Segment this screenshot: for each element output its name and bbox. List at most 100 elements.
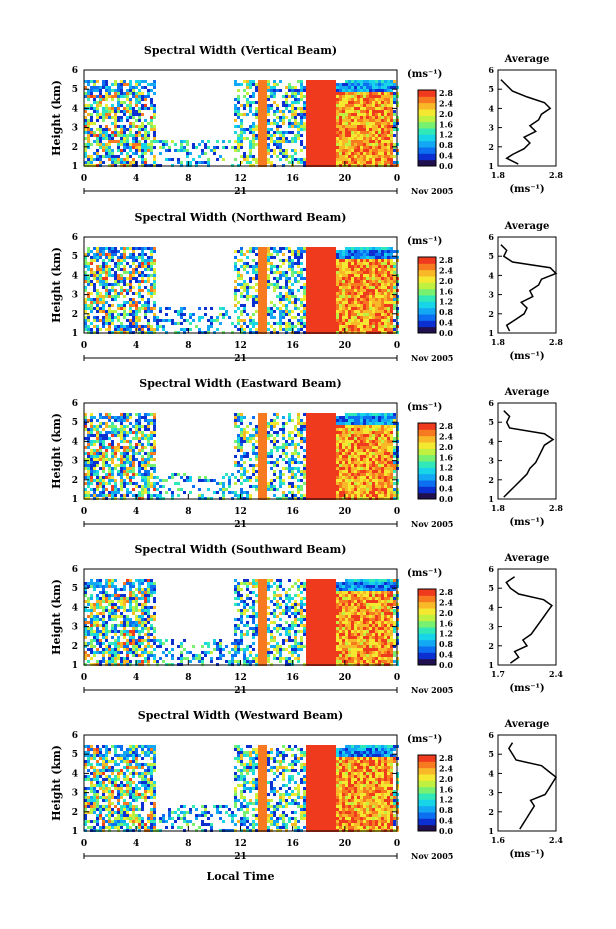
colorbar-swatch [418,96,436,104]
panel-4: Spectral Width (Southward Beam)123456Hei… [50,543,563,696]
panel-3: Spectral Width (Eastward Beam)123456Heig… [50,377,563,530]
x-tick-label: 16 [286,341,299,351]
colorbar-swatch [418,326,436,334]
y-tick-label: 1 [72,827,78,837]
y-tick-label: 6 [72,233,78,243]
avg-y-tick-label: 2 [488,641,494,651]
avg-y-tick-label: 2 [488,475,494,485]
heatmap-cells [84,80,399,167]
colorbar-swatch [418,269,436,277]
colorbar-tick-label: 2.0 [439,276,453,286]
y-tick-label: 5 [72,584,78,594]
avg-y-tick-label: 5 [488,417,494,427]
x-tick-label: 0 [394,341,400,351]
average-profile-line [503,410,555,498]
colorbar-swatch [418,627,436,634]
colorbar-tick-label: 1.6 [439,618,453,628]
average-frame [497,734,557,832]
colorbar-swatch [418,121,436,129]
avg-y-tick-label: 6 [488,730,494,740]
panel-1: Spectral Width (Vertical Beam)123456Heig… [50,44,563,197]
avg-y-tick-label: 3 [488,622,494,632]
colorbar-tick-label: 0.4 [439,151,453,161]
x-axis-label-local-time: Local Time [207,870,275,883]
x-tick-label: 12 [234,341,247,351]
colorbar-unit-label: (ms⁻¹) [407,568,442,579]
colorbar-tick-label: 0.8 [439,473,453,483]
y-axis-label: Height (km) [50,247,63,323]
avg-y-tick-label: 2 [488,142,494,152]
colorbar-swatch [418,307,436,315]
colorbar-tick-label: 0.8 [439,805,453,815]
avg-x-tick-label: 2.8 [549,337,563,347]
colorbar-swatch [418,646,436,653]
colorbar-swatch [418,153,436,161]
avg-y-tick-label: 4 [488,768,494,778]
avg-y-tick-label: 4 [488,436,494,446]
x-tick-label: 0 [394,673,400,683]
avg-y-tick-label: 3 [488,290,494,300]
colorbar: (ms⁻¹) 2.82.42.01.61.20.80.40.0 [407,69,453,171]
colorbar-tick-label: 1.2 [439,795,453,805]
x-tick-label: 12 [234,673,247,683]
x-tick-label: 20 [339,839,352,849]
avg-y-tick-label: 1 [488,161,494,171]
avg-y-tick-label: 5 [488,251,494,261]
avg-y-tick-label: 3 [488,123,494,133]
x-tick-label: 8 [185,839,191,849]
heatmap-cells [84,413,399,500]
y-tick-label: 3 [72,789,78,799]
avg-x-axis-label: (ms⁻¹) [509,184,544,195]
x-tick-label: 8 [185,341,191,351]
colorbar-swatch [418,595,436,603]
y-tick-label: 5 [72,750,78,760]
colorbar-tick-label: 0.0 [439,826,453,836]
x-tick-label: 8 [185,507,191,517]
y-tick-label: 2 [72,310,78,320]
month-label: Nov 2005 [411,519,453,529]
average-profile: Average 1 2 3 4 5 6 1.8 2.8 (ms⁻¹) [488,387,563,528]
x-tick-label: 16 [286,174,299,184]
colorbar-tick-label: 1.2 [439,463,453,473]
avg-y-tick-label: 3 [488,456,494,466]
y-tick-label: 4 [72,603,78,613]
colorbar: (ms⁻¹) 2.82.42.01.61.20.80.40.0 [407,568,453,670]
colorbar: (ms⁻¹) 2.82.42.01.61.20.80.40.0 [407,734,453,836]
colorbar-swatch [418,257,436,264]
x-tick-label: 0 [81,673,87,683]
average-frame [497,568,557,666]
avg-y-tick-label: 6 [488,398,494,408]
average-profile-line [500,244,558,332]
colorbar-swatch [418,314,436,321]
colorbar-swatch [418,639,436,647]
colorbar-frame [417,422,437,500]
avg-x-axis-label: (ms⁻¹) [509,517,544,528]
avg-y-tick-label: 1 [488,494,494,504]
avg-x-tick-label: 2.8 [549,503,563,513]
average-title: Average [504,221,550,232]
y-tick-label: 5 [72,85,78,95]
x-tick-label: 0 [81,839,87,849]
colorbar-swatch [418,774,436,781]
colorbar-swatch [418,448,436,456]
y-tick-label: 1 [72,329,78,339]
avg-x-tick-label: 2.4 [549,835,563,845]
avg-y-tick-label: 6 [488,232,494,242]
colorbar-swatch [418,620,436,628]
avg-y-tick-label: 2 [488,807,494,817]
average-profile: Average 1 2 3 4 5 6 1.8 2.8 (ms⁻¹) [488,54,563,195]
x-tick-label: 0 [394,839,400,849]
x-tick-label: 20 [339,673,352,683]
colorbar-tick-label: 2.0 [439,774,453,784]
colorbar-tick-label: 0.8 [439,639,453,649]
average-profile-line [505,576,553,664]
colorbar-swatch [418,423,436,430]
date-label: 21 [234,354,247,364]
colorbar-swatch [418,658,436,666]
colorbar-unit-label: (ms⁻¹) [407,734,442,745]
colorbar-swatch [418,263,436,271]
colorbar-tick-label: 2.0 [439,109,453,119]
colorbar-swatch [418,492,436,500]
colorbar-tick-label: 0.8 [439,140,453,150]
y-tick-label: 6 [72,399,78,409]
